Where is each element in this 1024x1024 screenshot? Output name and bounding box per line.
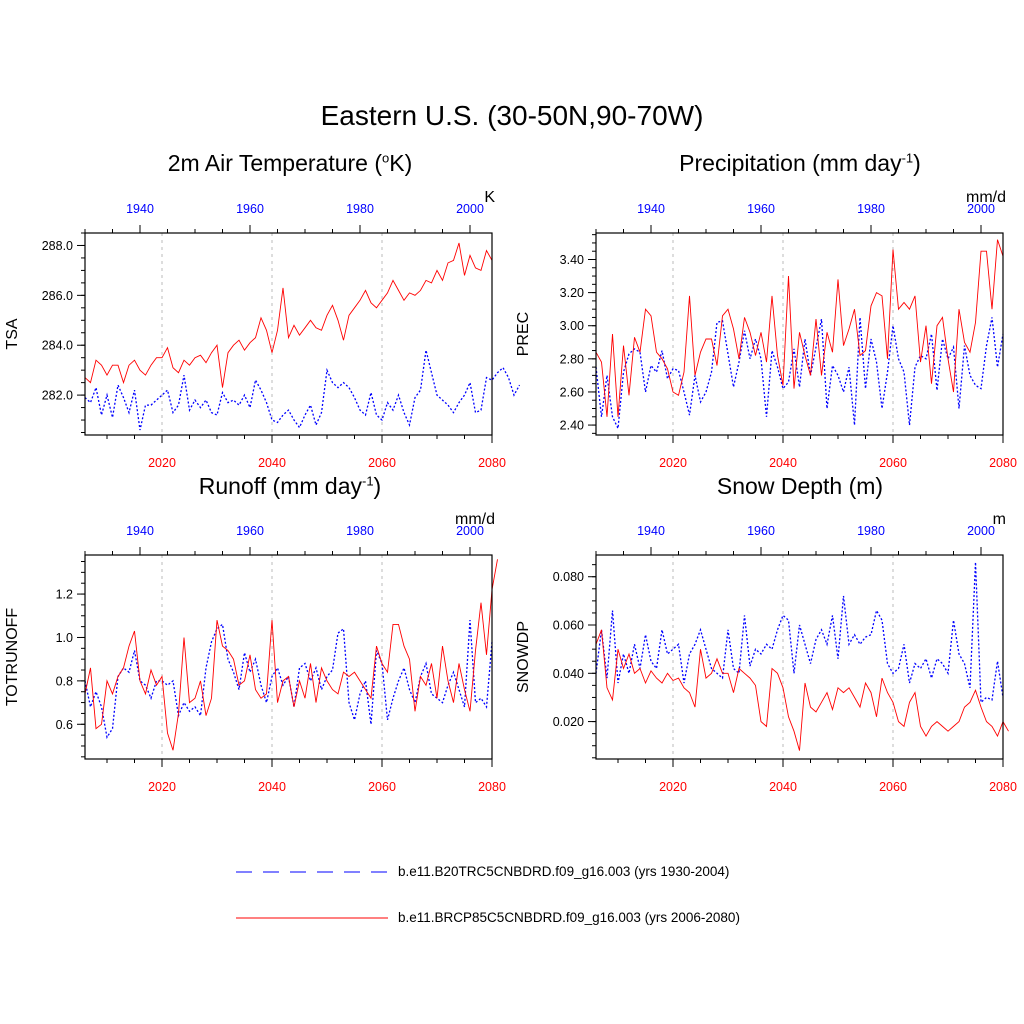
plot-frame: [84, 554, 493, 760]
panel-title-snowdp: Snow Depth (m): [590, 473, 1010, 500]
x-bottom-tick-label: 2020: [659, 780, 687, 794]
panel-title-sup: -1: [361, 473, 374, 489]
unit-label: mm/d: [966, 189, 1006, 206]
x-bottom-tick-label: 2020: [659, 456, 687, 470]
plot-frame: [595, 554, 1004, 760]
y-tick-label: 0.6: [56, 718, 73, 732]
x-top-tick-label: 1980: [346, 524, 374, 538]
panel-title-sup: o: [382, 150, 390, 166]
x-top-tick-label: 2000: [967, 202, 995, 216]
panel-title-unit: (mm day: [272, 473, 362, 499]
x-top-tick-label: 1940: [126, 524, 154, 538]
x-bottom-tick-label: 2040: [769, 780, 797, 794]
y-tick-label: 282.0: [42, 389, 73, 403]
y-tick-label: 286.0: [42, 289, 73, 303]
y-axis-label: TSA: [4, 318, 21, 349]
x-top-tick-label: 1960: [747, 524, 775, 538]
x-bottom-tick-label: 2080: [989, 456, 1017, 470]
y-tick-label: 3.40: [560, 253, 584, 267]
chart-panel-prec: 2.40 2.60 2.80 3.00 3.20 3.40 2020 2040 2060 2080…: [515, 189, 1017, 470]
y-tick-label: 0.020: [553, 715, 584, 729]
series-line-future: [595, 239, 1004, 417]
panel-title-unit: (mm day: [812, 150, 902, 176]
x-bottom-tick-label: 2040: [258, 456, 286, 470]
chart-panel-tsa: 282.0 284.0 286.0 288.0 2020 2040 2060 2080 1940…: [4, 189, 521, 470]
plot-frame: [84, 232, 493, 436]
y-axis-label: SNOWDP: [515, 621, 532, 693]
y-tick-label: 1.2: [56, 588, 73, 602]
panel-title-text: Snow Depth (m): [716, 473, 884, 499]
x-bottom-tick-label: 2040: [258, 780, 286, 794]
x-top-tick-label: 1940: [637, 202, 665, 216]
unit-label: mm/d: [455, 511, 495, 528]
x-bottom-tick-label: 2020: [148, 456, 176, 470]
y-tick-label: 0.080: [553, 570, 584, 584]
x-top-tick-label: 1980: [857, 524, 885, 538]
y-axis-label: TOTRUNOFF: [4, 608, 21, 707]
series-line-future: [84, 559, 498, 751]
x-bottom-tick-label: 2080: [478, 456, 506, 470]
y-tick-label: 2.60: [560, 385, 584, 399]
x-top-tick-label: 1960: [747, 202, 775, 216]
y-axis-label: PREC: [515, 312, 532, 356]
x-bottom-tick-label: 2060: [368, 456, 396, 470]
panel-title-unit: K: [389, 150, 405, 176]
panel-title-tsa: 2m Air Temperature (oK): [167, 150, 413, 176]
series-line-historical: [595, 562, 1004, 704]
x-top-tick-label: 1980: [857, 202, 885, 216]
x-bottom-tick-label: 2060: [879, 780, 907, 794]
x-top-tick-label: 1980: [346, 202, 374, 216]
y-tick-label: 0.040: [553, 667, 584, 681]
x-top-tick-label: 1960: [236, 524, 264, 538]
y-tick-label: 2.40: [560, 419, 584, 433]
series-line-historical: [595, 317, 1004, 431]
y-tick-label: 2.80: [560, 352, 584, 366]
x-top-tick-label: 2000: [967, 524, 995, 538]
panel-title-text: 2m Air Temperature: [167, 150, 368, 176]
panel-title-text: Runoff: [198, 473, 267, 499]
x-bottom-tick-label: 2080: [478, 780, 506, 794]
chart-panel-snowdp: 0.020 0.040 0.060 0.080 2020 2040 2060 2080 1940…: [515, 511, 1017, 794]
y-tick-label: 0.060: [553, 619, 584, 633]
unit-label: K: [484, 189, 495, 206]
legend-label-historical: b.e11.B20TRC5CNBDRD.f09_g16.003 (yrs 193…: [398, 864, 730, 879]
x-bottom-tick-label: 2060: [879, 456, 907, 470]
series-line-future: [595, 629, 1009, 751]
y-tick-label: 3.20: [560, 286, 584, 300]
x-bottom-tick-label: 2060: [368, 780, 396, 794]
figure-title: Eastern U.S. (30-50N,90-70W): [320, 100, 704, 131]
series-line-historical: [84, 350, 521, 431]
y-tick-label: 288.0: [42, 239, 73, 253]
y-tick-label: 284.0: [42, 339, 73, 353]
panel-title-sup: -1: [901, 150, 914, 166]
x-top-tick-label: 1960: [236, 202, 264, 216]
x-bottom-tick-label: 2020: [148, 780, 176, 794]
x-top-tick-label: 2000: [456, 524, 484, 538]
y-tick-label: 3.00: [560, 319, 584, 333]
x-top-tick-label: 1940: [126, 202, 154, 216]
panel-title-runoff: Runoff (mm day-1): [198, 473, 382, 499]
legend-label-future: b.e11.BRCP85C5CNBDRD.f09_g16.003 (yrs 20…: [398, 910, 740, 925]
unit-label: m: [993, 511, 1006, 528]
chart-panel-totrunoff: 0.6 0.8 1.0 1.2 2020 2040 2060 2080 1940 1960 1980…: [4, 511, 506, 794]
x-bottom-tick-label: 2040: [769, 456, 797, 470]
x-top-tick-label: 1940: [637, 524, 665, 538]
panel-title-text: Precipitation: [679, 150, 806, 176]
x-top-tick-label: 2000: [456, 202, 484, 216]
x-bottom-tick-label: 2080: [989, 780, 1017, 794]
panel-title-prec: Precipitation (mm day-1): [679, 150, 921, 176]
y-tick-label: 1.0: [56, 631, 73, 645]
series-line-future: [84, 242, 493, 388]
y-tick-label: 0.8: [56, 674, 73, 688]
